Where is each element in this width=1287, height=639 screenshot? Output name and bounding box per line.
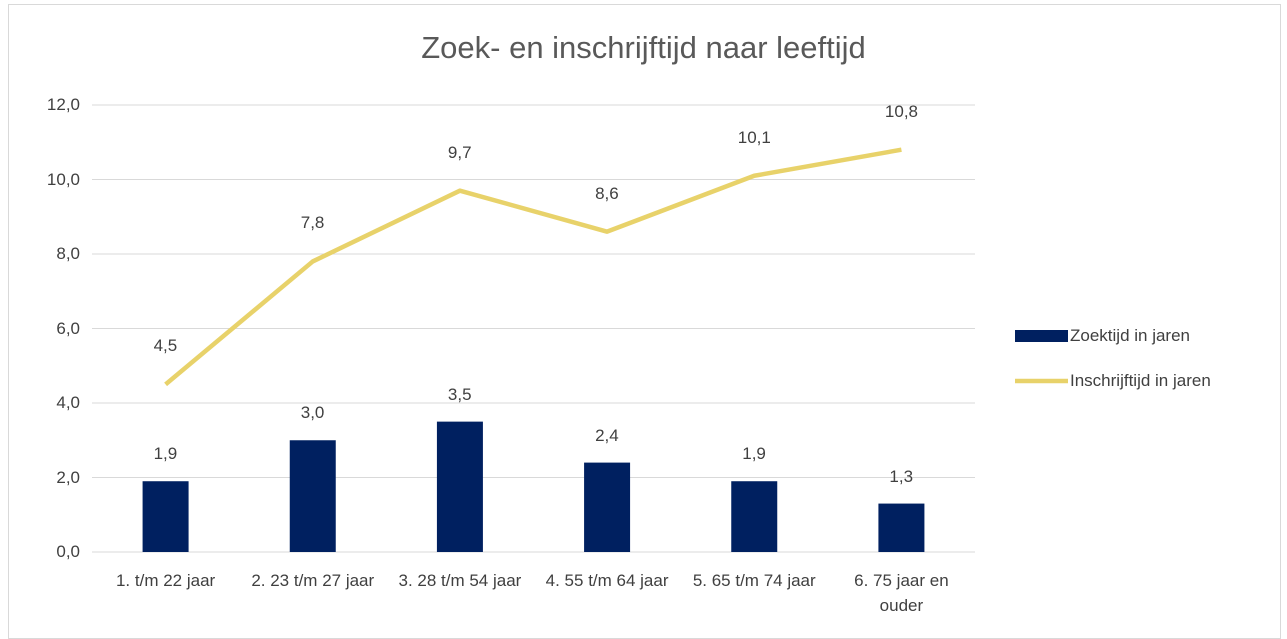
x-tick-label: 6. 75 jaar en ouder	[854, 571, 949, 615]
y-tick-label: 4,0	[56, 393, 80, 412]
x-tick-label: 5. 65 t/m 74 jaar	[692, 571, 816, 590]
data-label: 4,5	[153, 336, 178, 356]
data-label: 10,8	[884, 101, 918, 121]
data-label: 1,3	[889, 466, 914, 486]
data-label: 3,0	[300, 403, 325, 423]
x-tick-label: 1. t/m 22 jaar	[115, 571, 216, 590]
data-label: 9,7	[447, 142, 472, 162]
bar	[731, 481, 778, 552]
y-tick-label: 12,0	[46, 95, 80, 114]
data-label: 1,9	[153, 444, 178, 464]
line	[164, 147, 902, 387]
x-tick-label: 3. 28 t/m 54 jaar	[398, 571, 522, 590]
bar	[878, 503, 925, 552]
legend-label: Zoektijd in jaren	[1070, 326, 1191, 345]
x-tick-label: 2. 23 t/m 27 jaar	[251, 571, 375, 590]
legend-swatch	[1015, 330, 1068, 342]
data-label: 10,1	[737, 127, 771, 147]
chart-title: Zoek- en inschrijftijd naar leeftijd	[421, 30, 866, 65]
y-tick-label: 8,0	[56, 244, 80, 263]
y-tick-label: 6,0	[56, 318, 80, 338]
bar	[289, 440, 336, 552]
data-label: 3,5	[447, 384, 472, 404]
data-label: 7,8	[300, 213, 325, 233]
bar	[436, 421, 483, 552]
y-tick-label: 10,0	[46, 169, 80, 189]
data-label: 8,6	[595, 183, 619, 203]
x-tick-label: 4. 55 t/m 64 jaar	[545, 571, 669, 590]
bar	[584, 462, 631, 552]
data-label: 2,4	[595, 425, 619, 445]
legend-label: Inschrijftijd in jaren	[1070, 371, 1211, 390]
data-label: 1,9	[742, 444, 766, 464]
y-tick-label: 2,0	[56, 467, 80, 487]
chart-border	[8, 4, 1281, 639]
y-tick-label: 0,0	[56, 542, 80, 561]
bar	[142, 481, 189, 552]
